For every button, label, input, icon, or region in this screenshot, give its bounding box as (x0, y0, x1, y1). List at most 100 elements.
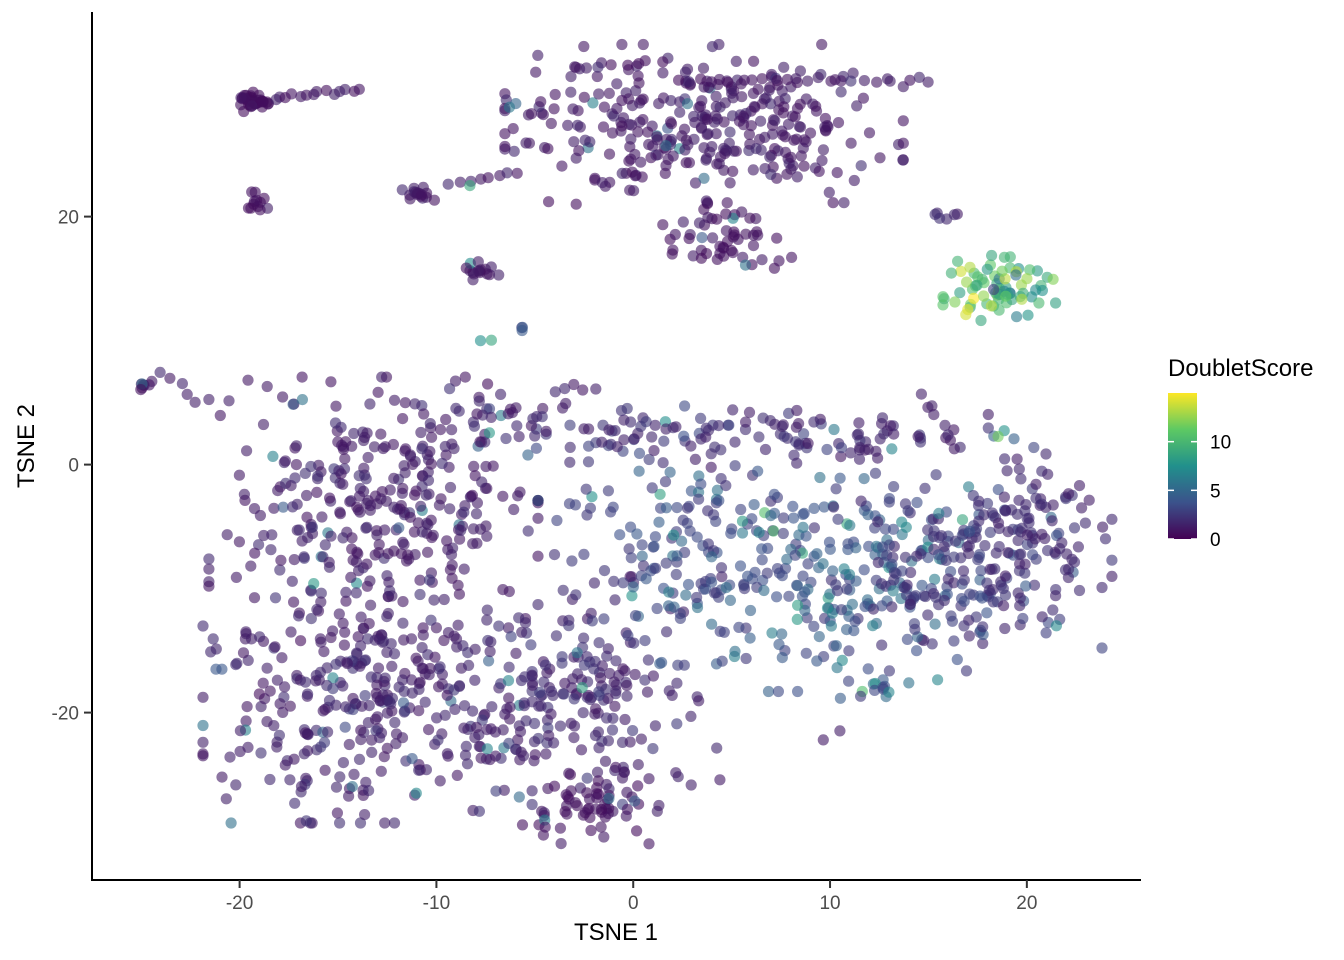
data-point (973, 515, 985, 527)
data-point (528, 736, 541, 748)
data-point (643, 838, 655, 850)
data-point (353, 490, 366, 502)
data-point (587, 97, 599, 109)
data-point (470, 508, 483, 520)
data-point (285, 88, 298, 100)
data-point (279, 759, 291, 771)
data-point (621, 679, 633, 692)
data-point (311, 603, 323, 616)
data-point (724, 126, 736, 138)
data-point (413, 705, 425, 717)
data-point (197, 620, 209, 632)
data-point (526, 679, 539, 691)
data-point (288, 596, 300, 608)
data-point (756, 254, 768, 266)
data-point (698, 172, 710, 184)
data-point (238, 92, 251, 104)
data-point (434, 775, 446, 787)
data-point (951, 653, 963, 666)
data-point (373, 539, 385, 551)
data-point (397, 617, 409, 629)
data-point (522, 449, 534, 461)
data-point (467, 538, 479, 550)
data-point (274, 698, 286, 710)
data-point (516, 626, 528, 638)
data-point (845, 137, 857, 149)
data-point (503, 661, 515, 673)
data-point (216, 771, 228, 783)
data-point (628, 433, 640, 445)
data-point (325, 376, 337, 388)
data-point (1016, 293, 1028, 305)
data-point (532, 512, 544, 524)
data-point (581, 772, 593, 784)
data-point (1002, 547, 1014, 559)
data-point (632, 780, 644, 792)
data-point (268, 502, 280, 514)
data-point (567, 103, 579, 115)
data-point (733, 115, 746, 127)
data-point (744, 604, 757, 617)
data-point (855, 495, 867, 507)
data-point (1061, 548, 1073, 560)
data-point (514, 486, 526, 498)
data-point (776, 628, 788, 640)
data-point (708, 509, 720, 521)
data-point (602, 485, 615, 497)
data-point (811, 655, 823, 667)
data-point (355, 640, 367, 652)
data-point (631, 825, 643, 837)
data-point (812, 71, 824, 84)
data-point (453, 680, 465, 693)
data-point (970, 611, 982, 623)
data-point (693, 695, 705, 707)
data-point (197, 719, 209, 732)
data-point (738, 579, 750, 592)
data-point (507, 123, 519, 135)
data-point (543, 730, 555, 742)
data-point (776, 570, 788, 582)
data-point (578, 91, 590, 103)
data-point (449, 375, 462, 387)
data-point (242, 374, 254, 386)
data-point (605, 506, 617, 518)
data-point (656, 656, 668, 669)
data-point (1079, 517, 1091, 529)
data-point (504, 403, 517, 415)
data-point (592, 61, 604, 73)
data-point (618, 766, 630, 779)
data-point (609, 700, 621, 712)
data-point (389, 716, 401, 729)
data-point (433, 681, 445, 693)
data-point (734, 560, 747, 572)
data-point (604, 667, 616, 680)
data-point (428, 194, 440, 206)
data-point (269, 641, 281, 653)
data-point (339, 721, 351, 733)
data-point (295, 780, 308, 793)
data-point (740, 652, 752, 665)
data-point (929, 208, 941, 220)
data-point (693, 217, 706, 229)
data-point (1012, 534, 1024, 547)
data-point (872, 556, 884, 569)
data-point (629, 148, 641, 160)
scatter-points (135, 38, 1118, 850)
data-point (972, 554, 984, 566)
data-point (938, 541, 950, 553)
data-point (683, 232, 695, 245)
data-point (736, 91, 748, 103)
data-point (665, 95, 677, 107)
data-point (375, 493, 387, 505)
data-point (1013, 463, 1025, 475)
data-point (771, 591, 783, 603)
data-point (327, 672, 339, 684)
data-point (929, 618, 941, 630)
data-point (706, 141, 718, 153)
data-point (446, 572, 458, 584)
data-point (426, 531, 438, 544)
data-point (783, 590, 795, 602)
data-point (808, 620, 820, 633)
data-point (773, 104, 785, 116)
data-point (230, 659, 242, 671)
